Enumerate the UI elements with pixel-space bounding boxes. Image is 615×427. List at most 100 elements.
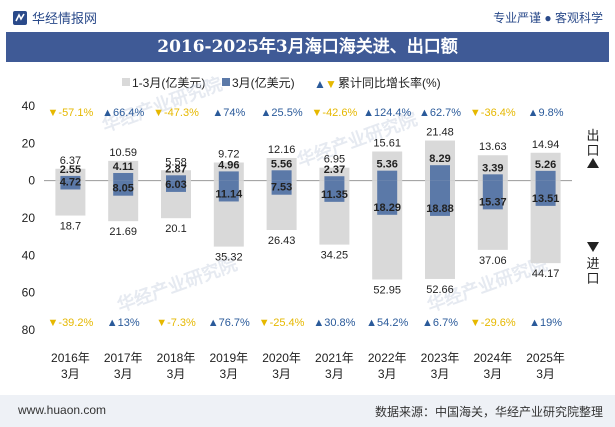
export-monthly-bar [377, 170, 398, 181]
import-monthly-label: 18.88 [426, 203, 454, 215]
export-growth-label: ▼-36.4% [470, 107, 516, 119]
y-tick-label: 40 [22, 99, 36, 113]
import-monthly-label: 13.51 [532, 193, 560, 205]
import-monthly-label: 18.29 [373, 202, 401, 214]
side-label-import-1: 进 [586, 256, 599, 271]
export-cumulative-label: 6.37 [60, 155, 81, 167]
export-monthly-label: 5.36 [376, 159, 397, 171]
export-monthly-bar [482, 174, 503, 181]
import-monthly-label: 4.72 [60, 176, 81, 188]
brand[interactable]: 华经情报网 [12, 8, 97, 27]
x-tick-label-year: 2020年 [262, 351, 301, 365]
export-monthly-label: 2.37 [324, 164, 345, 176]
export-monthly-bar [324, 176, 345, 181]
export-cumulative-label: 5.58 [165, 156, 186, 168]
x-tick-label-year: 2017年 [104, 351, 143, 365]
import-monthly-label: 7.53 [271, 182, 292, 194]
import-monthly-bar [482, 180, 503, 210]
import-monthly-bar [271, 180, 292, 195]
x-tick-label-month: 3月 [61, 367, 80, 381]
export-growth-label: ▲25.5% [261, 107, 303, 119]
y-tick-label: 20 [22, 211, 36, 225]
import-monthly-label: 11.35 [321, 189, 348, 201]
import-monthly-bar [535, 180, 556, 206]
side-label-export-2: 口 [586, 143, 599, 158]
x-tick-label-month: 3月 [167, 367, 186, 381]
import-monthly-label: 15.37 [479, 196, 507, 208]
export-growth-label: ▼-57.1% [48, 107, 94, 119]
legend-up-marker: ▲ [314, 77, 326, 91]
chart-title: 2016-2025年3月海口海关进、出口额 [6, 32, 609, 62]
legend-label-monthly: 3月(亿美元) [232, 75, 295, 90]
export-monthly-bar [60, 175, 81, 181]
export-monthly-label: 4.11 [113, 161, 134, 173]
legend-label-cumulative: 1-3月(亿美元) [132, 75, 205, 90]
export-growth-label: ▼-47.3% [153, 107, 199, 119]
import-cumulative-label: 21.69 [109, 226, 137, 238]
y-tick-label: 80 [22, 323, 36, 337]
x-tick-label-year: 2023年 [421, 351, 460, 365]
export-monthly-bar [535, 170, 556, 181]
import-cumulative-label: 44.17 [532, 268, 560, 280]
import-monthly-label: 8.05 [112, 183, 133, 195]
export-monthly-label: 2.55 [60, 164, 81, 176]
export-cumulative-label: 13.63 [479, 141, 507, 153]
import-growth-label: ▼-7.3% [156, 317, 196, 329]
x-tick-label-month: 3月 [378, 367, 397, 381]
export-growth-label: ▲66.4% [102, 107, 144, 119]
export-monthly-bar [166, 175, 186, 181]
export-monthly-bar [271, 170, 292, 181]
x-tick-label-year: 2025年 [526, 351, 565, 365]
x-tick-label-month: 3月 [325, 367, 344, 381]
export-cumulative-label: 10.59 [109, 147, 137, 159]
x-tick-label-month: 3月 [483, 367, 502, 381]
export-monthly-label: 3.39 [482, 162, 503, 174]
export-growth-label: ▲62.7% [419, 107, 461, 119]
chart: 1-3月(亿美元) 3月(亿美元) ▲ ▼ 累计同比增长率(%)华经产业研究院华经产业研… [22, 73, 600, 381]
import-cumulative-label: 34.25 [321, 250, 349, 262]
import-cumulative-label: 20.1 [165, 223, 186, 235]
x-tick-label-month: 3月 [536, 367, 555, 381]
import-monthly-bar [113, 180, 134, 196]
export-growth-label: ▲9.8% [528, 107, 564, 119]
import-cumulative-label: 52.66 [426, 284, 454, 296]
export-monthly-bar [218, 171, 239, 181]
website-link[interactable]: www.huaon.com [18, 403, 107, 417]
import-monthly-bar [377, 180, 398, 215]
x-tick-label-year: 2016年 [51, 351, 90, 365]
import-growth-label: ▼-29.6% [470, 317, 516, 329]
y-tick-label: 40 [22, 248, 36, 262]
import-growth-label: ▲30.8% [313, 317, 355, 329]
brand-name: 华经情报网 [32, 11, 98, 26]
import-monthly-bar [430, 180, 450, 216]
import-cumulative-label: 18.7 [60, 221, 81, 233]
import-cumulative-label: 35.32 [215, 252, 243, 264]
export-arrow-icon [587, 158, 599, 168]
legend-down-marker: ▼ [325, 77, 337, 91]
import-monthly-bar [166, 180, 186, 192]
import-growth-label: ▲6.7% [422, 317, 458, 329]
import-arrow-icon [587, 242, 599, 252]
export-cumulative-label: 9.72 [218, 149, 239, 161]
import-cumulative-label: 26.43 [268, 235, 296, 247]
import-monthly-label: 11.14 [215, 188, 243, 200]
export-cumulative-label: 21.48 [426, 127, 454, 139]
import-monthly-bar [324, 180, 345, 202]
export-cumulative-label: 15.61 [373, 138, 401, 150]
legend-swatch-monthly [222, 78, 230, 86]
import-cumulative-label: 52.95 [373, 285, 401, 297]
x-tick-label-month: 3月 [272, 367, 291, 381]
top-bar: 华经情报网 专业严谨 ● 客观科学 [0, 0, 615, 32]
export-monthly-bar [430, 165, 450, 181]
import-growth-label: ▼-25.4% [259, 317, 305, 329]
x-tick-label-month: 3月 [219, 367, 238, 381]
data-source: 数据来源：中国海关，华经产业研究院整理 [374, 405, 603, 419]
export-monthly-label: 4.96 [218, 159, 239, 171]
export-growth-label: ▲124.4% [363, 107, 411, 119]
import-growth-label: ▲76.7% [208, 317, 250, 329]
legend-swatch-cumulative [122, 78, 130, 86]
y-tick-label: 0 [28, 174, 35, 188]
x-tick-label-year: 2021年 [315, 351, 354, 365]
brand-logo-icon [13, 11, 27, 25]
export-growth-label: ▼-42.6% [312, 107, 358, 119]
